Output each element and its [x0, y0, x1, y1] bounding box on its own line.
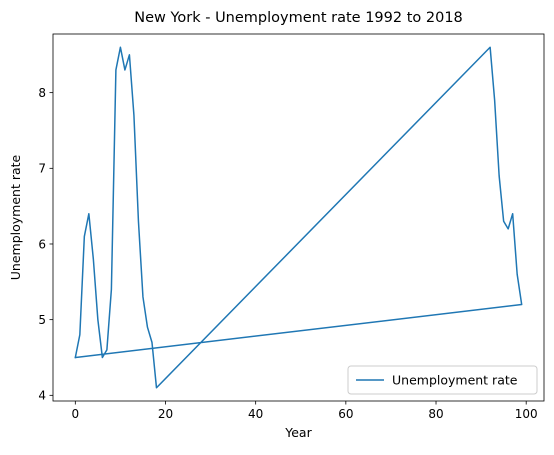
y-axis-label: Unemployment rate — [8, 154, 23, 280]
x-tick-label: 80 — [428, 407, 443, 421]
chart-title: New York - Unemployment rate 1992 to 201… — [134, 10, 463, 26]
legend: Unemployment rate — [347, 365, 538, 395]
y-tick-label: 5 — [38, 313, 46, 327]
legend-label: Unemployment rate — [392, 373, 518, 388]
axis-ticks: 0 20 40 60 80 100 4 5 6 7 8 — [38, 86, 537, 421]
series-line — [74, 46, 523, 389]
y-tick-label: 8 — [38, 86, 46, 100]
x-tick-label: 40 — [248, 407, 263, 421]
x-axis-label: Year — [284, 425, 312, 440]
x-tick-label: 100 — [515, 407, 538, 421]
x-tick-label: 60 — [338, 407, 353, 421]
x-tick-label: 0 — [71, 407, 79, 421]
y-tick-label: 7 — [38, 162, 46, 176]
y-tick-label: 4 — [38, 389, 46, 403]
y-tick-label: 6 — [38, 237, 46, 251]
plot-frame — [52, 33, 545, 402]
plot-area — [52, 33, 545, 402]
x-tick-label: 20 — [158, 407, 173, 421]
legend-box — [347, 365, 538, 395]
